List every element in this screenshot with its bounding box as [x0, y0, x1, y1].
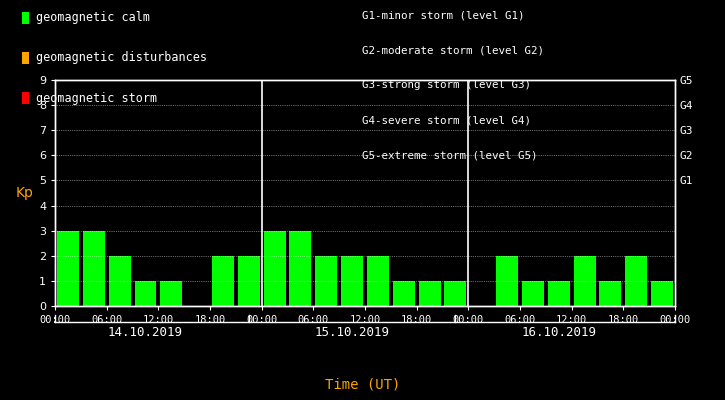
Text: 15.10.2019: 15.10.2019 — [315, 326, 389, 339]
Text: G1-minor storm (level G1): G1-minor storm (level G1) — [362, 10, 525, 20]
Bar — [393, 281, 415, 306]
Text: geomagnetic storm: geomagnetic storm — [36, 92, 157, 104]
Y-axis label: Kp: Kp — [16, 186, 34, 200]
Bar — [367, 256, 389, 306]
Bar — [418, 281, 441, 306]
Bar — [109, 256, 130, 306]
Text: 16.10.2019: 16.10.2019 — [521, 326, 596, 339]
Text: G2-moderate storm (level G2): G2-moderate storm (level G2) — [362, 45, 544, 55]
Text: geomagnetic disturbances: geomagnetic disturbances — [36, 52, 207, 64]
Bar — [238, 256, 260, 306]
Text: G3-strong storm (level G3): G3-strong storm (level G3) — [362, 80, 531, 90]
Bar — [548, 281, 570, 306]
Bar — [680, 256, 688, 306]
Bar — [315, 256, 337, 306]
Bar — [651, 281, 673, 306]
Text: G5-extreme storm (level G5): G5-extreme storm (level G5) — [362, 151, 538, 161]
Text: Time (UT): Time (UT) — [325, 378, 400, 392]
Text: 14.10.2019: 14.10.2019 — [108, 326, 183, 339]
Bar — [289, 231, 312, 306]
Bar — [522, 281, 544, 306]
Bar — [573, 256, 595, 306]
Bar — [135, 281, 157, 306]
Bar — [444, 281, 466, 306]
Text: geomagnetic calm: geomagnetic calm — [36, 12, 150, 24]
Bar — [83, 231, 105, 306]
Bar — [600, 281, 621, 306]
Text: G4-severe storm (level G4): G4-severe storm (level G4) — [362, 116, 531, 126]
Bar — [57, 231, 79, 306]
Bar — [264, 231, 286, 306]
Bar — [496, 256, 518, 306]
Bar — [160, 281, 182, 306]
Bar — [212, 256, 234, 306]
Bar — [625, 256, 647, 306]
Bar — [341, 256, 363, 306]
